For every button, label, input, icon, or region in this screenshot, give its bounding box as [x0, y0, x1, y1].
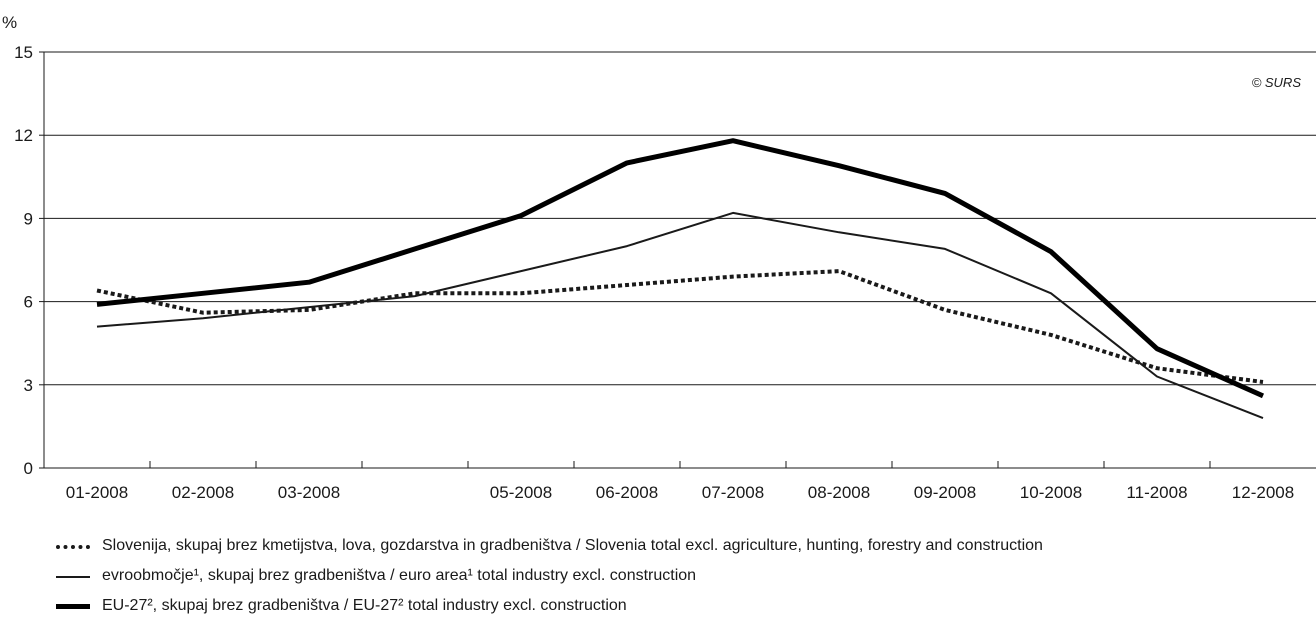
copyright-label: © SURS [1252, 75, 1302, 90]
x-tick-label: 11-2008 [1126, 483, 1187, 502]
x-tick-label: 05-2008 [490, 483, 552, 502]
x-tick-label: 09-2008 [914, 483, 976, 502]
legend-label-eu27: EU-27², skupaj brez gradbeništva / EU-27… [102, 597, 627, 614]
series-line-dotted [96, 269, 1264, 384]
legend-swatch-dotted [56, 545, 90, 549]
x-tick-label: 01-2008 [66, 483, 128, 502]
y-axis-ticks: 0 3 6 9 12 15 [14, 43, 44, 478]
series-line-thin [96, 211, 1264, 420]
x-tick-label: 03-2008 [278, 483, 340, 502]
y-tick-label: 12 [14, 126, 33, 145]
x-tick-label: 06-2008 [596, 483, 658, 502]
x-tick-label: 10-2008 [1020, 483, 1082, 502]
legend-swatch-thin [56, 576, 90, 578]
series-line-thick [96, 138, 1265, 399]
y-tick-label: 0 [24, 459, 33, 478]
legend-label-euro-area: evroobmočje¹, skupaj brez gradbeništva /… [102, 567, 697, 584]
y-tick-label: 9 [24, 209, 33, 228]
y-tick-label: 15 [14, 43, 33, 62]
x-tick-label: 02-2008 [172, 483, 234, 502]
gridlines [43, 51, 1316, 469]
legend-swatch-thick [56, 604, 90, 609]
legend-label-slovenia: Slovenija, skupaj brez kmetijstva, lova,… [102, 537, 1043, 554]
x-tick-label: 08-2008 [808, 483, 870, 502]
y-axis-unit-label: % [2, 13, 17, 32]
y-tick-label: 6 [24, 293, 33, 312]
x-axis-ticks: 01-2008 02-2008 03-2008 05-2008 06-2008 07-20… [66, 461, 1294, 502]
series-lines [96, 138, 1265, 420]
x-tick-label: 07-2008 [702, 483, 764, 502]
x-tick-label: 12-2008 [1232, 483, 1294, 502]
y-tick-label: 3 [24, 376, 33, 395]
